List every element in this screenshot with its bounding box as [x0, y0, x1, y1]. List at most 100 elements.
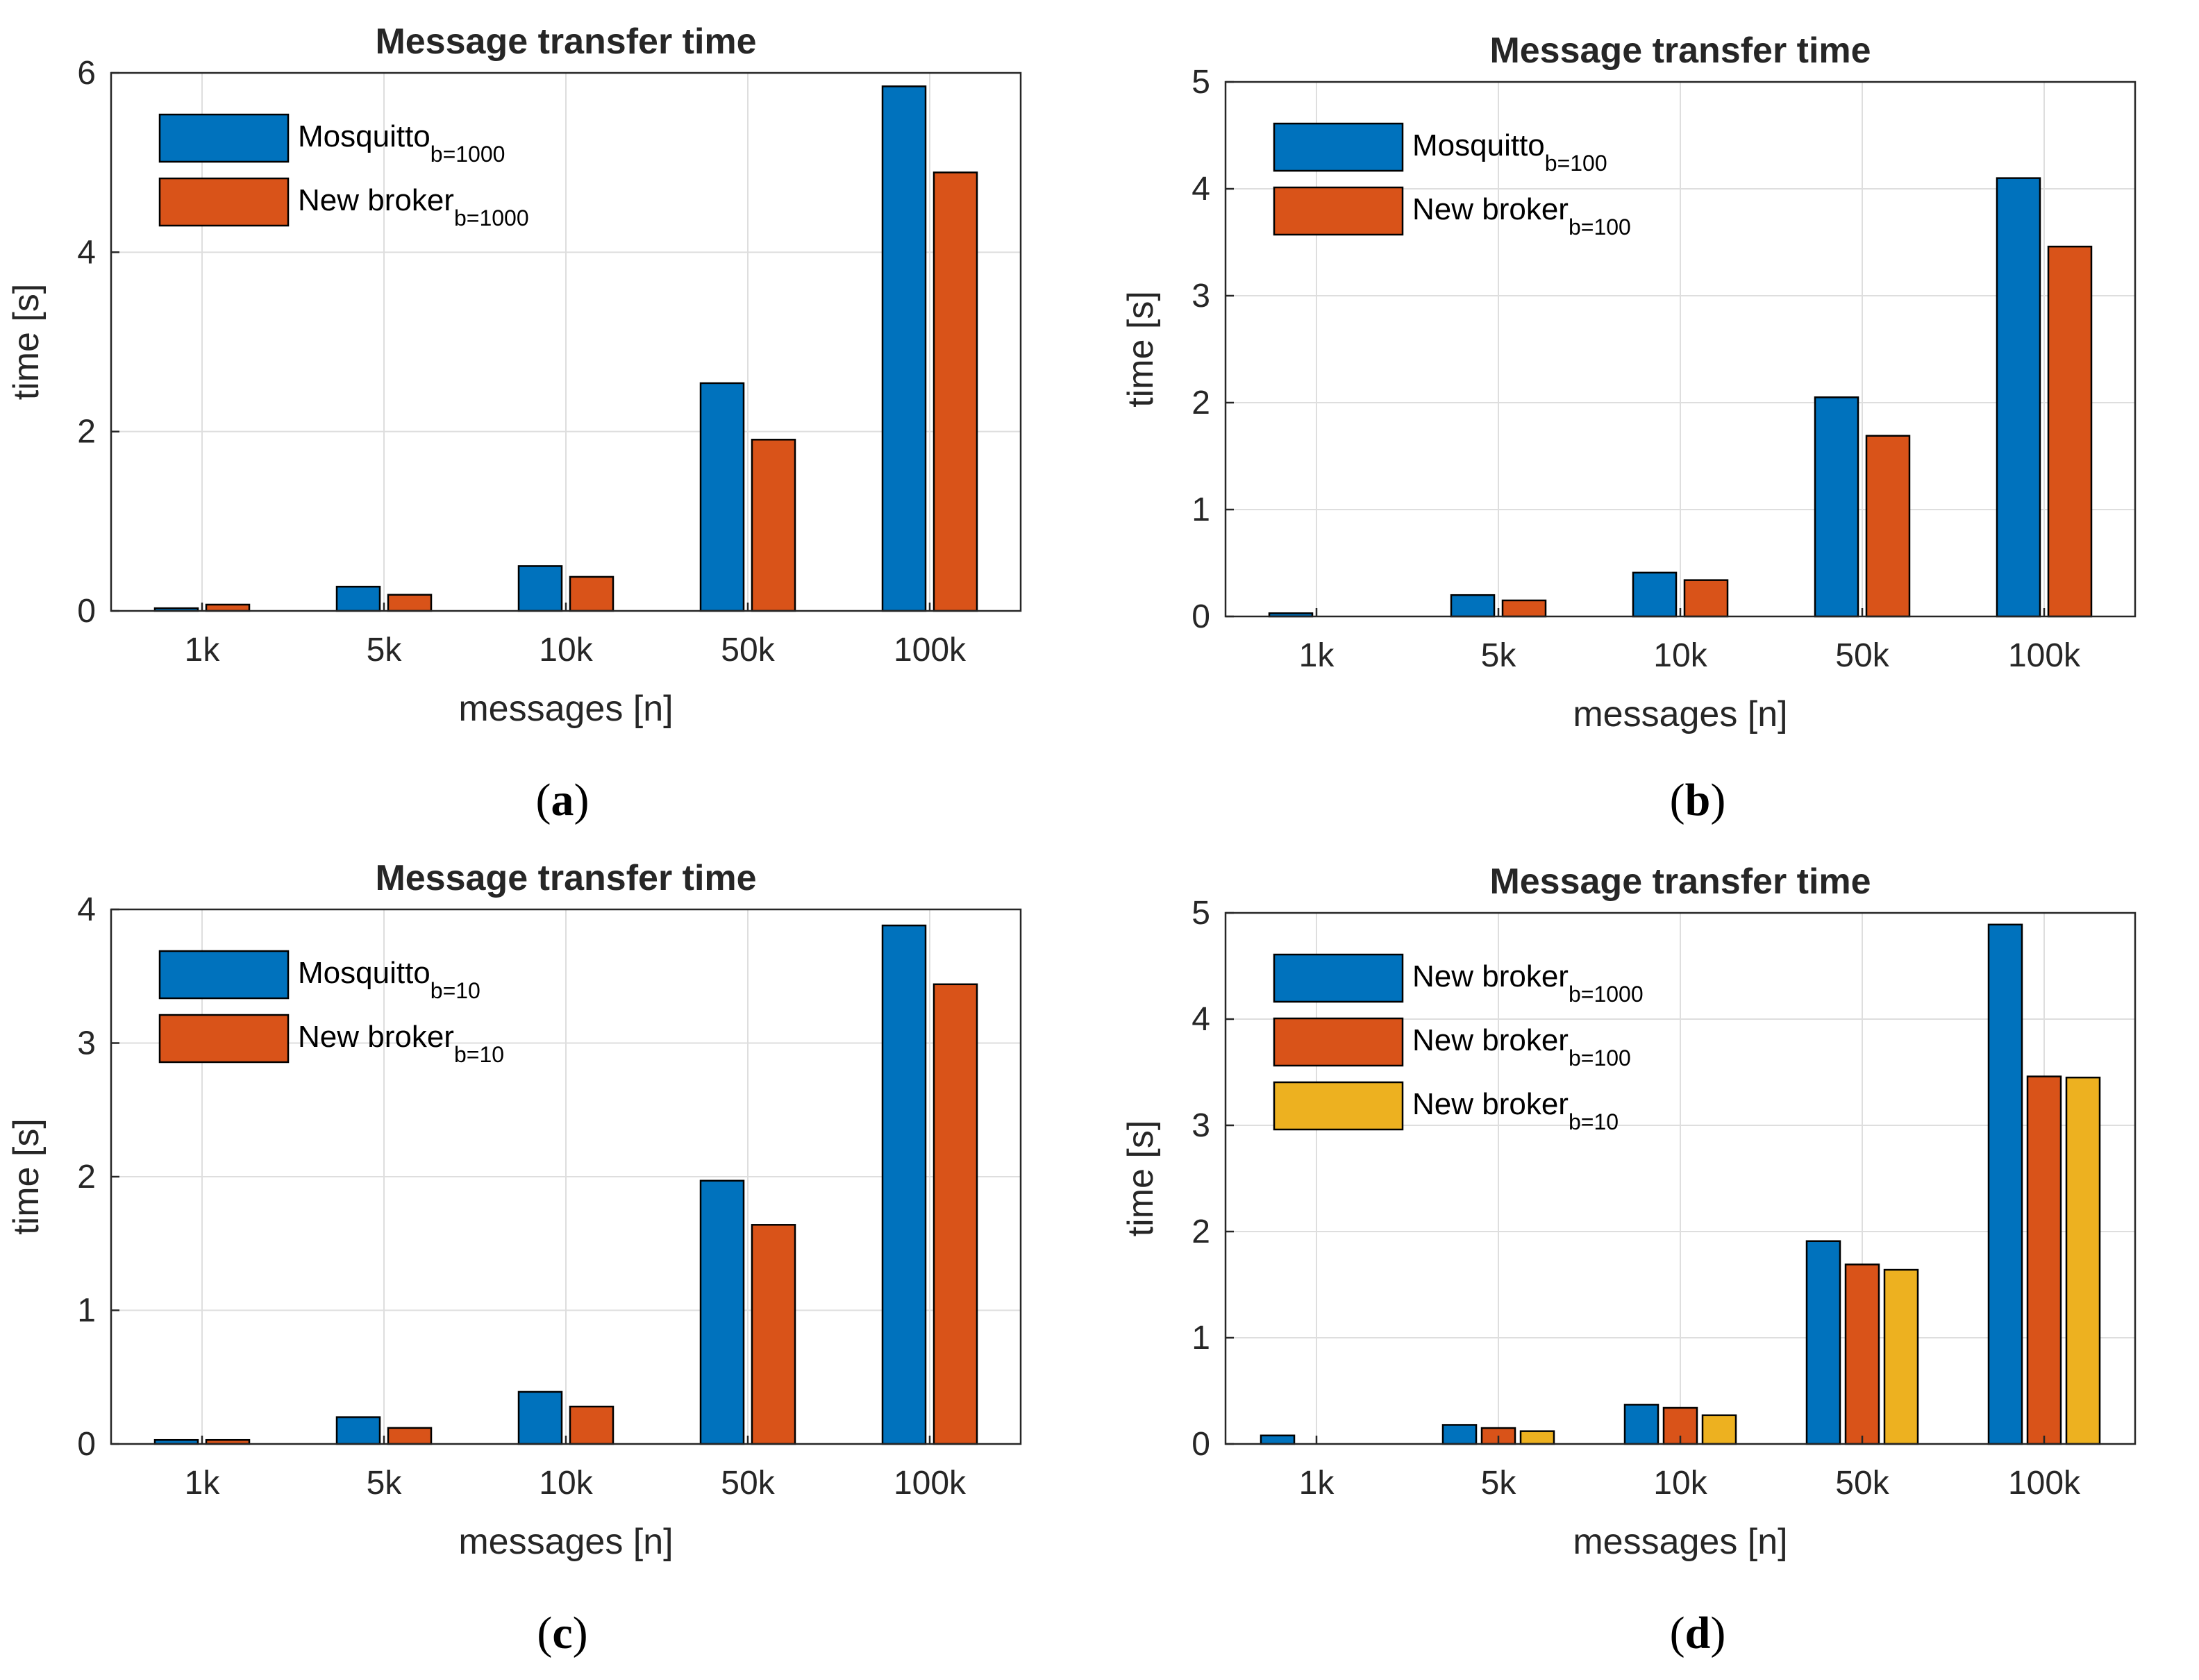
x-axis-label: messages [n] [1573, 1522, 1787, 1562]
x-tick-label: 1k [1299, 637, 1335, 674]
bar-b=100-5k [1450, 594, 1496, 618]
bar-b=1000-5k [387, 594, 433, 612]
bar-b=1000-1k [1260, 1434, 1296, 1445]
bar-b=1000-10k [1623, 1404, 1659, 1445]
x-tick-label: 1k [1299, 1465, 1335, 1502]
bar-b=1000-10k [517, 565, 563, 612]
chart-panel-d: 0 1 2 3 4 5 1k 5k 10k 50k 100k Message transfer tim… [1121, 840, 2198, 1611]
chart-c-svg: 0 1 2 3 4 1k 5k 10k 50k 100k Message transfer time… [6, 858, 1022, 1562]
bar-b=10-10k [1701, 1414, 1737, 1445]
bar-b=100-5k [1501, 599, 1547, 618]
bar-b=100-50k [1814, 396, 1859, 618]
y-axis-label: time [s] [1121, 291, 1161, 408]
chart-title: Message transfer time [375, 858, 756, 898]
y-tick-label: 5 [1192, 64, 1210, 101]
x-tick-label: 1k [185, 632, 221, 669]
x-tick-label: 50k [1835, 637, 1889, 674]
bar-b=10-10k [517, 1391, 563, 1445]
bar-b=100-50k [1865, 435, 1911, 618]
x-tick-label: 100k [894, 1465, 967, 1502]
y-tick-label: 4 [1192, 1001, 1210, 1038]
chart-d-svg: 0 1 2 3 4 5 1k 5k 10k 50k 100k Message transfer tim… [1121, 862, 2137, 1562]
y-axis-label: time [s] [1121, 1120, 1161, 1237]
y-tick-label: 1 [77, 1293, 96, 1329]
legend-swatch [1273, 1081, 1404, 1131]
x-tick-label: 50k [721, 632, 775, 669]
y-tick-label: 2 [1192, 385, 1210, 421]
x-tick-label: 5k [1481, 1465, 1517, 1502]
x-tick-label: 10k [1653, 1465, 1707, 1502]
bar-b=10-50k [1883, 1268, 1919, 1445]
y-tick-label: 5 [1192, 895, 1210, 932]
bar-b=1000-10k [569, 576, 614, 612]
chart-panel-a: 0 2 4 6 1k 5k 10k 50k 100k Message transfer time m… [0, 0, 1083, 771]
chart-panel-c: 0 1 2 3 4 1k 5k 10k 50k 100k Message transfer time… [0, 840, 1083, 1611]
x-tick-label: 50k [721, 1465, 775, 1502]
y-tick-label: 3 [1192, 278, 1210, 314]
legend-swatch [158, 177, 290, 227]
chart-title: Message transfer time [375, 22, 756, 62]
y-tick-label: 4 [77, 891, 96, 928]
y-axis-label: time [s] [6, 284, 47, 401]
y-tick-label: 2 [1192, 1213, 1210, 1250]
x-tick-label: 10k [539, 1465, 593, 1502]
x-axis-label: messages [n] [458, 689, 673, 729]
legend-swatch [1273, 1017, 1404, 1067]
legend-swatch [158, 113, 290, 163]
bar-b=1000-100k [933, 171, 978, 612]
x-axis-label: messages [n] [458, 1522, 673, 1562]
bar-b=10-50k [751, 1224, 796, 1445]
bar-b=100-10k [1683, 579, 1729, 618]
y-axis-label: time [s] [6, 1118, 47, 1235]
y-tick-label: 6 [77, 55, 96, 92]
y-tick-label: 2 [77, 1159, 96, 1195]
bar-b=100-10k [1632, 571, 1678, 618]
bar-b=1000-100k [881, 85, 927, 612]
bar-b=10-100k [933, 983, 978, 1445]
chart-a-svg: 0 2 4 6 1k 5k 10k 50k 100k Message transfer time m… [6, 22, 1022, 729]
bar-b=10-10k [569, 1405, 614, 1445]
bar-b=10-50k [699, 1179, 745, 1445]
y-tick-label: 1 [1192, 1320, 1210, 1356]
chart-panel-b: 0 1 2 3 4 5 1k 5k 10k 50k 100k Message transfer tim… [1121, 0, 2198, 771]
x-tick-label: 5k [367, 632, 403, 669]
bar-b=1000-5k [1441, 1424, 1478, 1445]
x-tick-label: 5k [1481, 637, 1517, 674]
bar-b=10-5k [1519, 1430, 1555, 1445]
y-tick-label: 0 [77, 593, 96, 630]
x-axis-label: messages [n] [1573, 694, 1787, 734]
x-tick-label: 1k [185, 1465, 221, 1502]
y-tick-label: 0 [1192, 1426, 1210, 1463]
legend-swatch [158, 950, 290, 1000]
legend-swatch [1273, 122, 1404, 172]
bar-b=10-100k [2065, 1076, 2101, 1445]
legend-swatch [158, 1014, 290, 1064]
y-tick-label: 0 [1192, 598, 1210, 635]
bar-b=10-100k [881, 924, 927, 1445]
bar-b=1000-100k [1987, 923, 2023, 1445]
bar-b=100-100k [2047, 245, 2093, 618]
bar-b=10-5k [335, 1416, 381, 1445]
y-tick-label: 3 [1192, 1107, 1210, 1144]
chart-title: Message transfer time [1489, 862, 1871, 902]
x-tick-label: 50k [1835, 1465, 1889, 1502]
y-tick-label: 2 [77, 414, 96, 451]
y-tick-label: 1 [1192, 492, 1210, 528]
caption-b: (b) [1669, 775, 1726, 825]
legend-swatch [1273, 953, 1404, 1003]
bar-b=10-5k [387, 1427, 433, 1445]
chart-title: Message transfer time [1489, 31, 1871, 71]
x-tick-label: 100k [2008, 637, 2081, 674]
bar-b=1000-50k [751, 439, 796, 612]
chart-b-svg: 0 1 2 3 4 5 1k 5k 10k 50k 100k Message transfer tim… [1121, 31, 2137, 734]
y-tick-label: 4 [77, 234, 96, 271]
x-tick-label: 100k [894, 632, 967, 669]
bar-b=1000-1k [205, 603, 251, 612]
bar-b=1000-5k [335, 585, 381, 612]
y-tick-label: 0 [77, 1426, 96, 1463]
y-tick-label: 4 [1192, 171, 1210, 208]
legend-swatch [1273, 186, 1404, 236]
bar-b=1000-50k [699, 382, 745, 612]
y-tick-label: 3 [77, 1025, 96, 1062]
caption-d: (d) [1669, 1608, 1726, 1658]
